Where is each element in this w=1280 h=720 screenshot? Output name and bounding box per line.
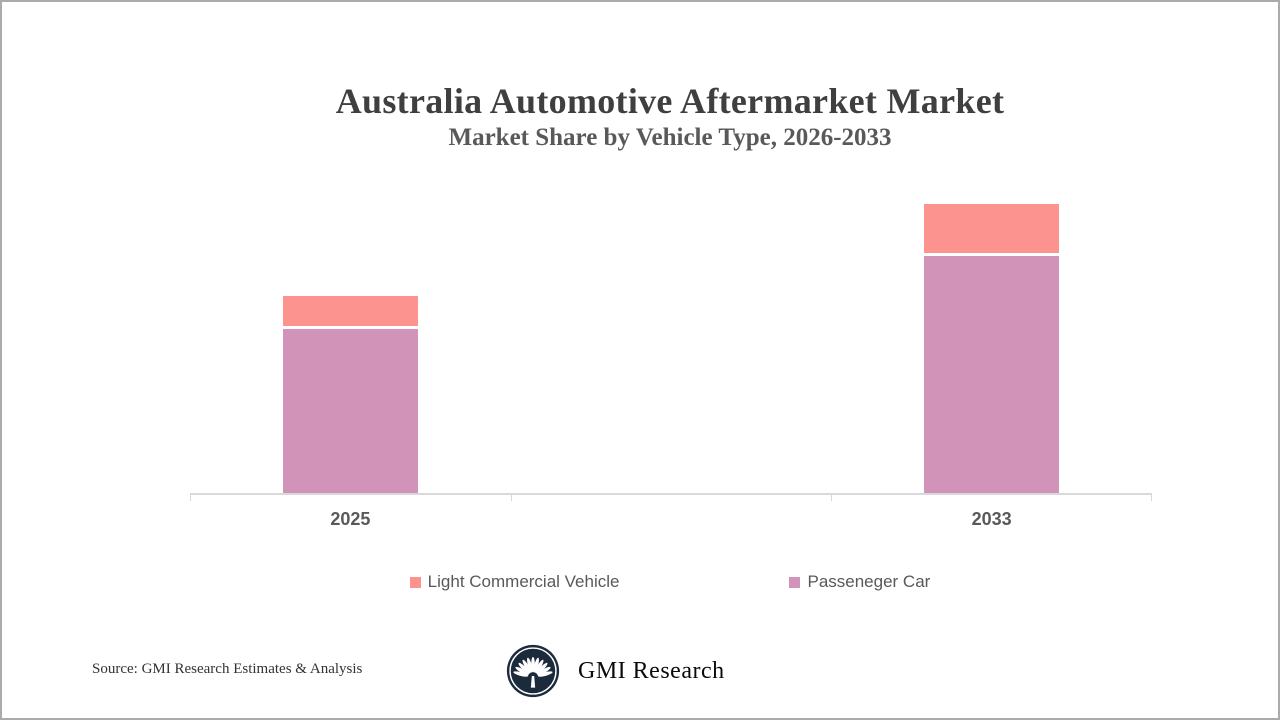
stacked-bar-2033 [924,162,1060,493]
stacked-bar-2025 [282,162,418,493]
axis-tick [510,495,512,501]
plot-area: 2025 2033 [190,162,1152,529]
chart-subtitle: Market Share by Vehicle Type, 2026-2033 [448,124,892,151]
legend-swatch-passeneger-car [789,576,801,588]
x-axis-label: 2025 [330,509,371,529]
axis-tick [190,495,191,501]
bar-segment-light-commercial-vehicle [924,204,1060,253]
x-axis-label: 2033 [971,509,1012,529]
gmi-research-logo-icon [506,644,560,698]
axis-tick [1151,495,1152,501]
legend: Light Commercial Vehicle Passeneger Car [62,572,1278,592]
bar-segment-passeneger-car [282,329,418,493]
bar-segment-passeneger-car [924,256,1060,493]
chart-title: Australia Automotive Aftermarket Market [335,81,1005,121]
legend-item-passeneger-car: Passeneger Car [789,572,930,592]
source-note: Source: GMI Research Estimates & Analysi… [92,661,363,677]
gmi-research-logo-text: GMI Research [578,658,725,684]
legend-label-passeneger-car: Passeneger Car [807,572,931,591]
legend-label-light-commercial-vehicle: Light Commercial Vehicle [427,572,620,591]
axis-tick [831,495,833,501]
bar-segment-light-commercial-vehicle [282,296,418,326]
x-axis-line [190,493,1152,495]
legend-swatch-light-commercial-vehicle [409,576,421,588]
legend-item-light-commercial-vehicle: Light Commercial Vehicle [409,572,620,592]
